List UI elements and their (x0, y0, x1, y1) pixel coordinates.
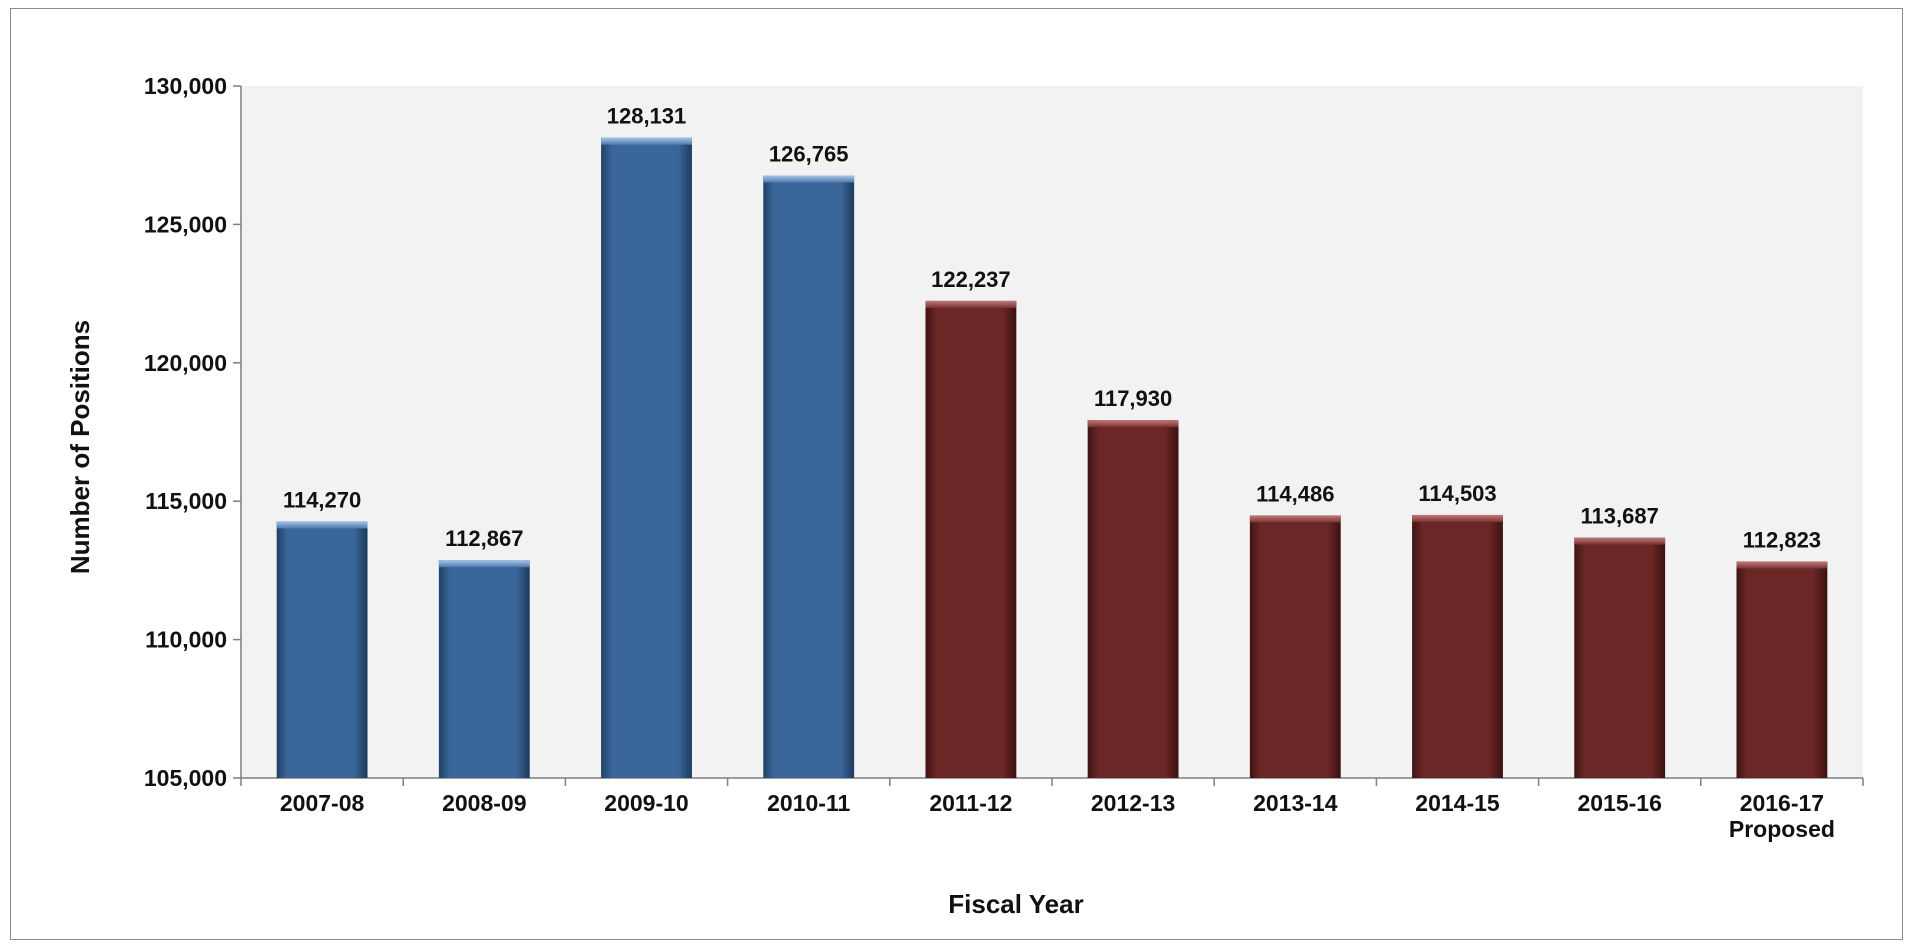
bar-cap (1736, 561, 1828, 569)
data-label: 112,867 (445, 526, 523, 551)
x-tick-label: 2010-11 (767, 790, 850, 816)
y-axis: 105,000 110,000 115,000 120,000 125,000 130,0… (144, 73, 242, 791)
bar-body (276, 521, 368, 778)
bar-2013-14 (1249, 515, 1341, 778)
y-axis-title: Number of Positions (65, 320, 95, 574)
bar-body (925, 300, 1017, 778)
chart-frame: 105,000 110,000 115,000 120,000 125,000 130,0… (10, 8, 1903, 940)
y-tick-label: 120,000 (144, 350, 227, 376)
y-tick-label: 115,000 (145, 488, 227, 514)
bar-cap (276, 521, 368, 529)
x-tick-label: 2009-10 (604, 790, 688, 816)
bar-2008-09 (438, 560, 530, 778)
data-label: 113,687 (1581, 504, 1659, 529)
bars (276, 137, 1828, 779)
bar-chart: 105,000 110,000 115,000 120,000 125,000 130,0… (65, 73, 1864, 919)
x-tick-label: 2008-09 (442, 790, 526, 816)
y-tick-label: 105,000 (144, 765, 227, 791)
bar-body (763, 175, 855, 778)
bar-body (1412, 514, 1503, 778)
bar-cap (1412, 514, 1503, 522)
data-label: 122,237 (931, 267, 1011, 292)
x-axis: 2007-08 2008-09 2009-10 2010-11 2011-12 2012-… (240, 777, 1864, 842)
bar-2014-15 (1412, 514, 1503, 778)
x-tick-label: 2016-17 (1740, 790, 1824, 816)
data-label: 126,765 (769, 142, 849, 167)
x-tick-sublabel: Proposed (1729, 816, 1835, 842)
x-tick-label: 2015-16 (1577, 790, 1661, 816)
bar-cap (1087, 420, 1179, 428)
x-tick-label: 2012-13 (1091, 790, 1175, 816)
x-axis-title: Fiscal Year (948, 889, 1083, 919)
x-tick-label: 2013-14 (1253, 790, 1338, 816)
bar-2010-11 (763, 175, 855, 778)
bar-body (1087, 420, 1179, 778)
bar-2016-17 (1736, 561, 1828, 778)
data-label: 114,486 (1256, 481, 1334, 506)
bar-2012-13 (1087, 420, 1179, 778)
bar-2007-08 (276, 521, 368, 778)
bar-cap (438, 560, 530, 568)
bar-cap (601, 137, 692, 145)
data-label: 114,270 (283, 487, 361, 512)
data-label: 117,930 (1094, 386, 1172, 411)
data-label: 112,823 (1743, 527, 1821, 552)
x-tick-label: 2007-08 (280, 790, 365, 816)
bar-cap (763, 175, 855, 183)
bar-2009-10 (601, 137, 692, 779)
y-tick-label: 110,000 (145, 627, 227, 653)
data-labels: 114,270 112,867 128,131 126,765 122,237 117,9… (283, 104, 1821, 553)
bar-body (1249, 515, 1341, 778)
bar-cap (1249, 515, 1341, 523)
data-label: 114,503 (1418, 481, 1496, 506)
bar-body (601, 137, 692, 779)
bar-body (1574, 537, 1666, 778)
x-tick-label: 2011-12 (929, 790, 1012, 816)
bar-cap (925, 300, 1017, 308)
bar-2011-12 (925, 300, 1017, 778)
x-tick-label: 2014-15 (1415, 790, 1500, 816)
y-tick-label: 125,000 (144, 211, 227, 237)
bar-body (1736, 561, 1828, 778)
bar-2015-16 (1574, 537, 1666, 778)
data-label: 128,131 (607, 104, 687, 129)
bar-cap (1574, 537, 1666, 545)
y-tick-label: 130,000 (144, 73, 227, 99)
bar-body (438, 560, 530, 778)
